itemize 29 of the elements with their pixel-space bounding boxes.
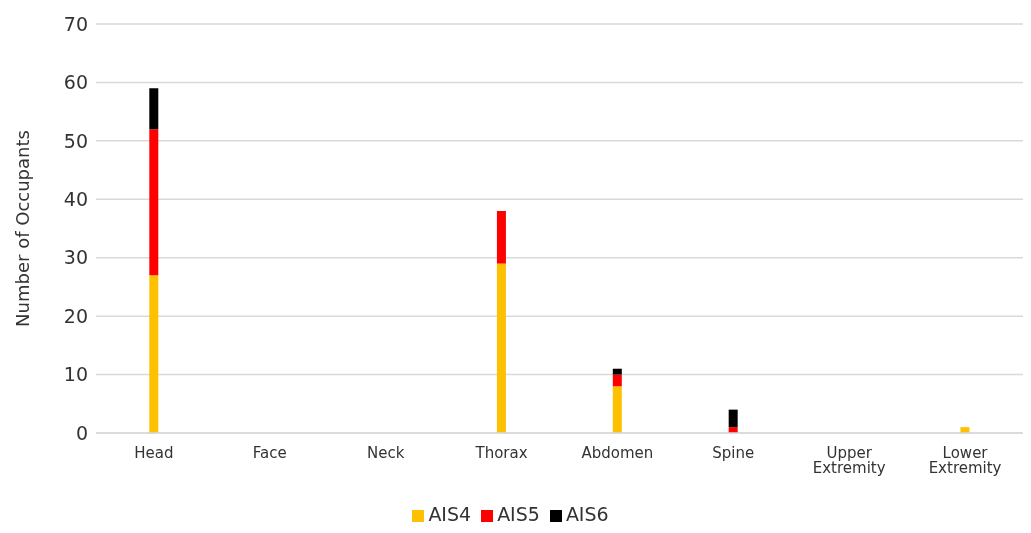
y-tick-label: 30: [63, 246, 88, 269]
bar: [496, 263, 506, 433]
x-tick-label: Neck: [366, 443, 405, 462]
bar: [612, 386, 622, 433]
x-tick-label: Spine: [712, 443, 755, 462]
y-axis-title: Number of Occupants: [12, 130, 34, 327]
legend-label: AIS4: [428, 503, 472, 525]
y-tick-label: 10: [63, 363, 88, 386]
y-tick-label: 60: [63, 71, 88, 94]
x-tick-label: Face: [252, 443, 287, 462]
legend-label: AIS6: [565, 503, 609, 525]
bar: [496, 210, 506, 264]
x-tick-label: Thorax: [474, 443, 528, 462]
y-tick-label: 20: [63, 304, 88, 327]
x-tick-label: Abdomen: [581, 443, 654, 462]
bar: [612, 368, 622, 375]
legend-label: AIS5: [497, 503, 540, 525]
y-tick-label: 40: [63, 188, 88, 211]
y-tick-label: 0: [75, 421, 88, 444]
bar: [149, 275, 159, 433]
bar: [149, 129, 159, 276]
x-tick-label: Lower Extremity: [928, 443, 1002, 477]
y-tick-label: 70: [63, 12, 88, 35]
bar: [612, 374, 622, 387]
bar: [149, 88, 159, 130]
y-tick-label: 50: [63, 129, 88, 152]
x-tick-label: Head: [134, 443, 174, 462]
x-tick-label: Upper Extremity: [812, 443, 886, 477]
bar: [728, 409, 738, 428]
